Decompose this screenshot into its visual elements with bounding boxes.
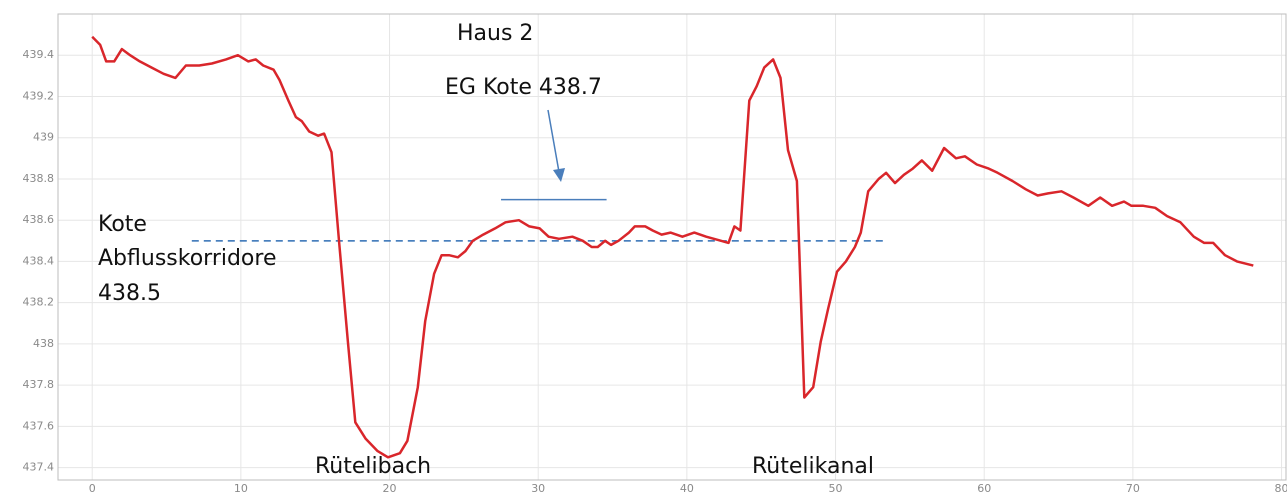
annotation: Haus 2: [457, 21, 533, 46]
arrow-head: [553, 168, 565, 182]
annotation: 438.5: [98, 281, 161, 306]
x-tick-label: 10: [234, 482, 248, 492]
x-tick-label: 50: [829, 482, 843, 492]
y-tick-label: 439: [33, 131, 54, 144]
x-tick-label: 20: [383, 482, 397, 492]
x-tick-label: 60: [977, 482, 991, 492]
y-tick-label: 437.8: [23, 378, 55, 391]
y-tick-label: 438: [33, 337, 54, 350]
arrow-shaft: [547, 109, 560, 173]
x-tick-label: 70: [1126, 482, 1140, 492]
y-tick-label: 437.6: [23, 419, 55, 432]
annotation: Kote: [98, 212, 147, 237]
x-tick-label: 80: [1275, 482, 1287, 492]
y-tick-label: 437.4: [23, 461, 55, 474]
grid: [58, 14, 1286, 480]
y-tick-label: 439.4: [23, 48, 55, 61]
y-tick-label: 438.8: [23, 172, 55, 185]
y-tick-label: 438.2: [23, 296, 55, 309]
plot-frame: [57, 13, 1287, 481]
x-tick-label: 30: [531, 482, 545, 492]
y-tick-label: 439.2: [23, 89, 55, 102]
annotation: Abflusskorridore: [98, 246, 277, 271]
marks: [91, 35, 1254, 459]
annotation: Rütelibach: [315, 454, 431, 479]
annotation: Rütelikanal: [752, 454, 874, 479]
x-tick-label: 40: [680, 482, 694, 492]
x-tick-label: 0: [89, 482, 96, 492]
annotation: EG Kote 438.7: [445, 75, 602, 100]
y-tick-label: 438.6: [23, 213, 55, 226]
line-series: [91, 35, 1254, 459]
y-tick-label: 438.4: [23, 254, 55, 267]
